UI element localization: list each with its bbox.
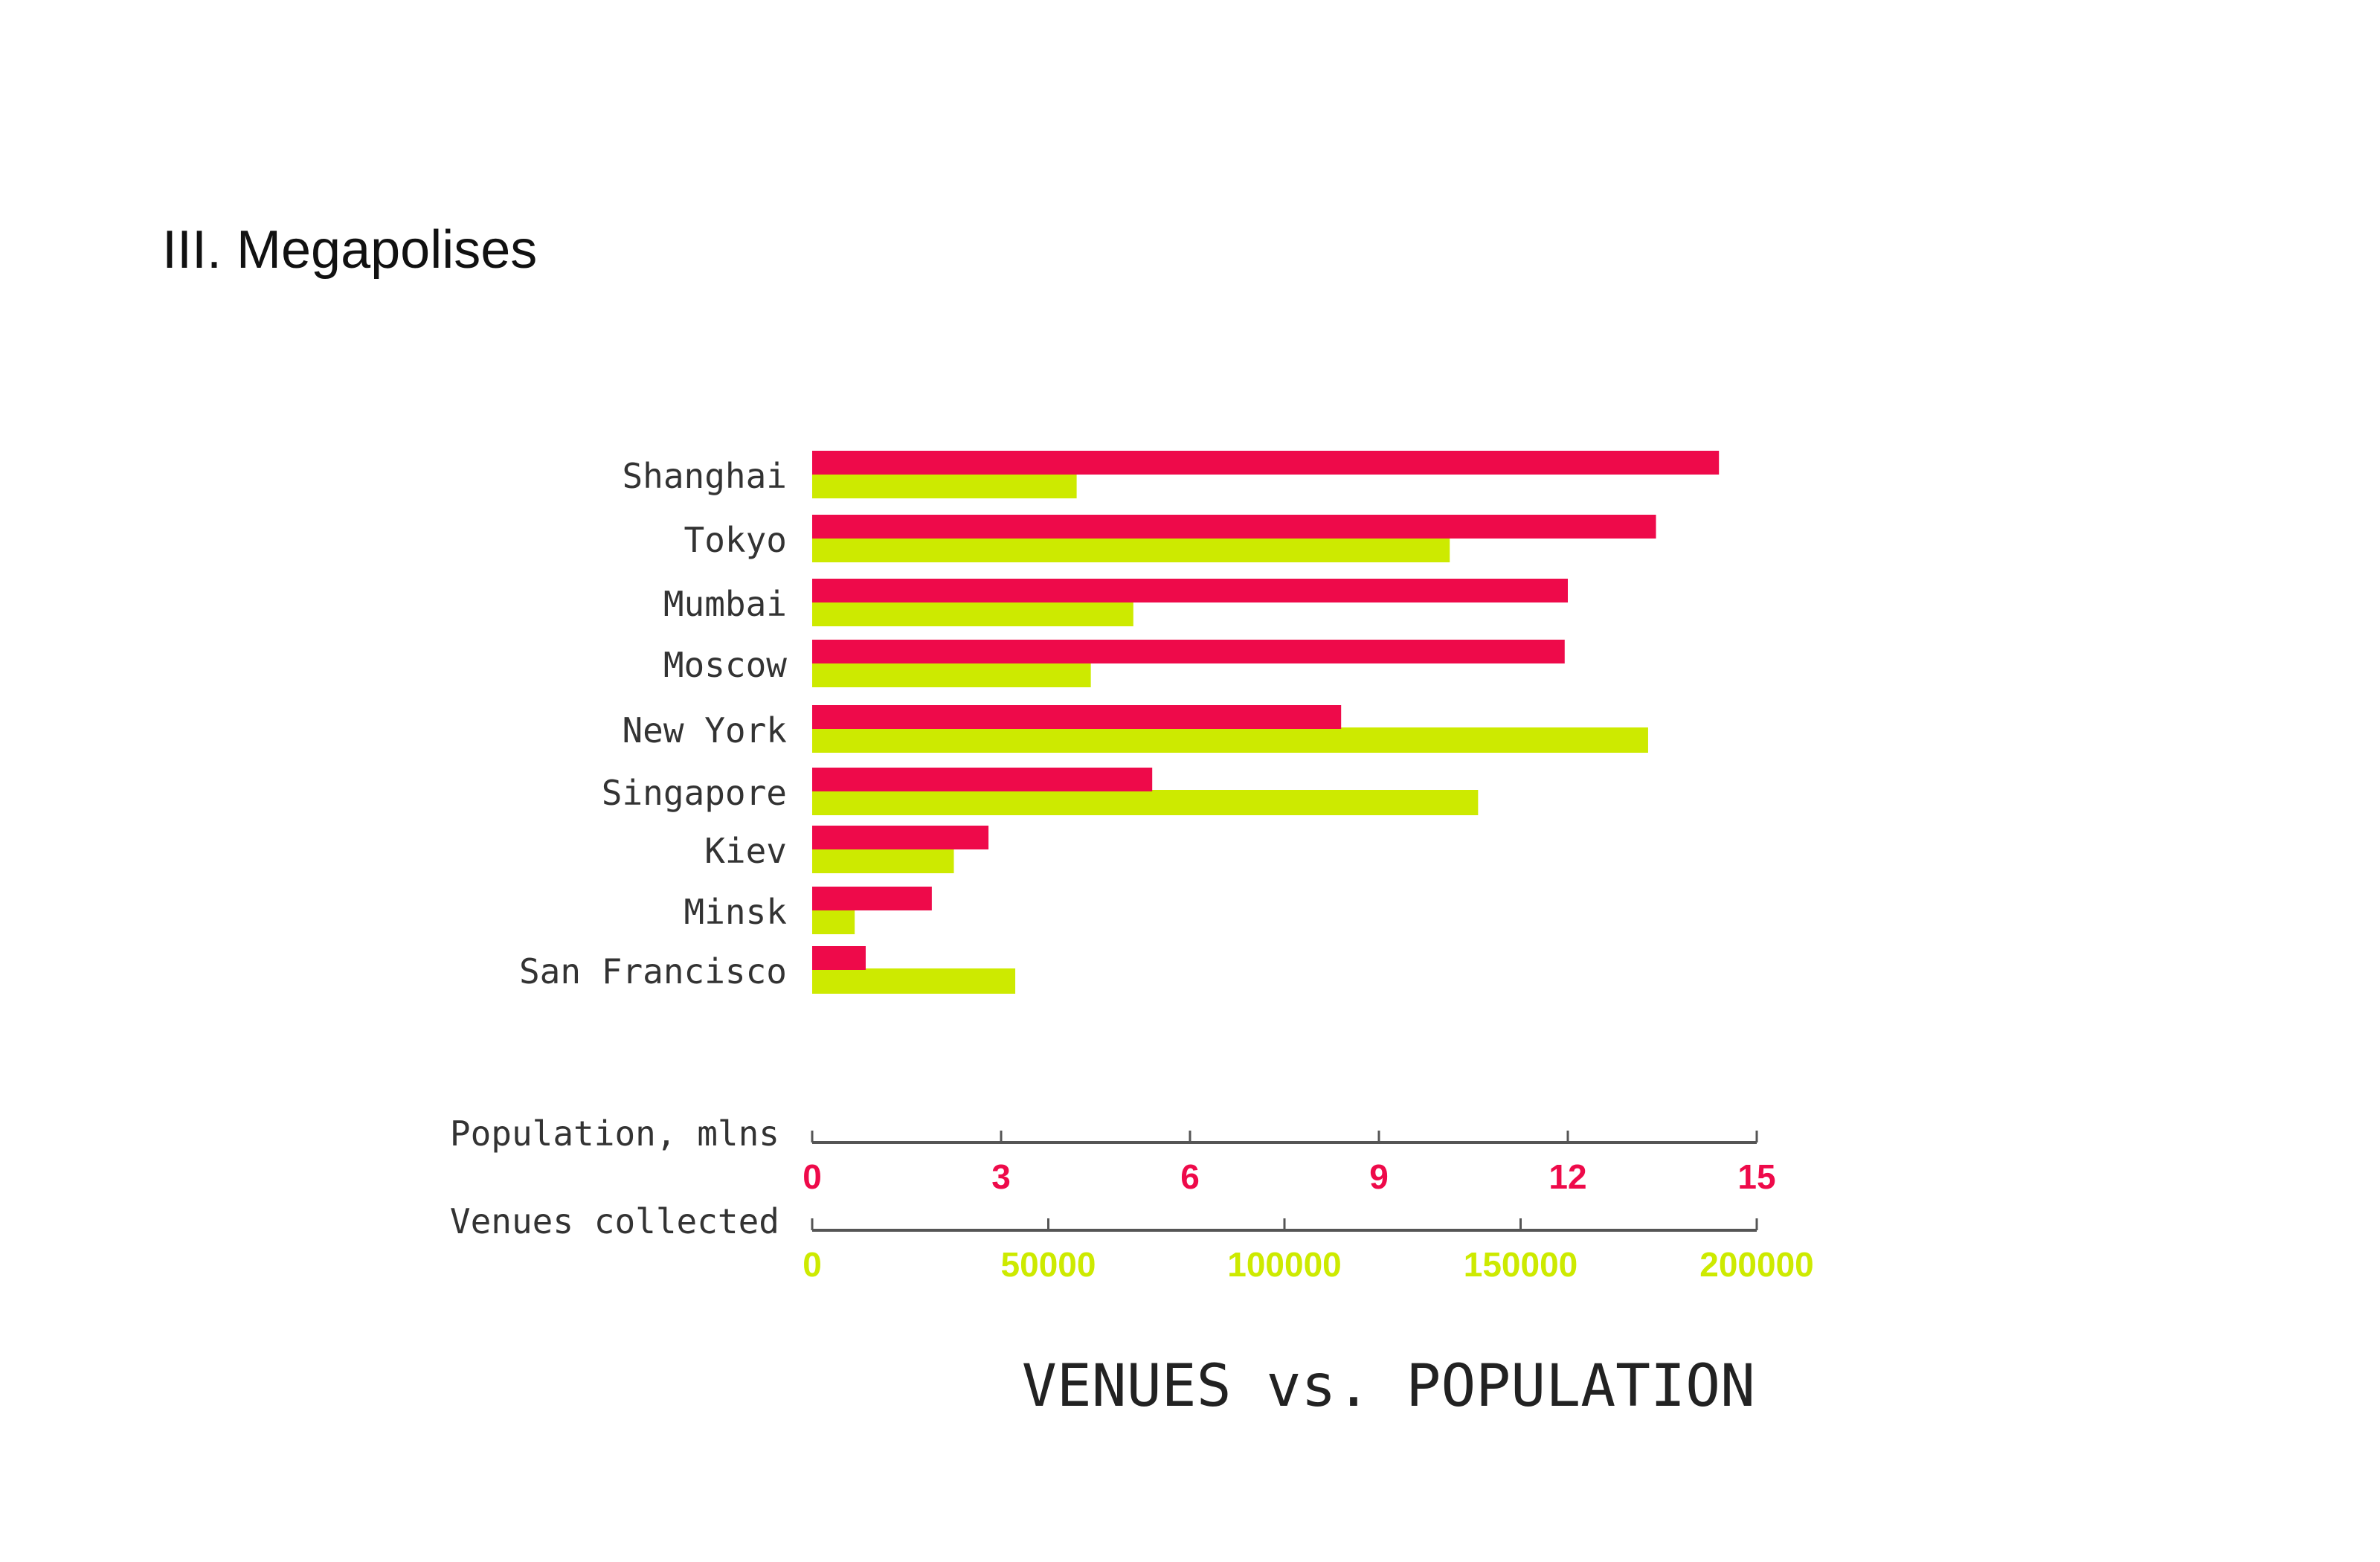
tick-label: 100000 (1227, 1245, 1342, 1284)
bar-population (812, 768, 1153, 791)
bar-population (812, 826, 989, 849)
bar-venues (812, 727, 1648, 753)
bar-venues (812, 662, 1091, 687)
bar-venues (812, 790, 1479, 815)
category-label: Minsk (684, 892, 787, 932)
bar-population (812, 946, 866, 970)
bar-venues (812, 909, 855, 934)
axis-label: Population, mlns (450, 1113, 779, 1154)
bar-venues (812, 601, 1133, 626)
axes-group: Population, mlns 0 3 6 9 12 15 Venues collected… (450, 1113, 1814, 1284)
bar-population (812, 705, 1342, 729)
bar-venues (812, 473, 1077, 498)
bar-population (812, 640, 1565, 663)
bar-venues (812, 968, 1016, 994)
tick-label: 9 (1369, 1157, 1389, 1196)
category-labels: Shanghai Tokyo Mumbai Moscow New York Singapo… (519, 456, 787, 991)
tick-label: 3 (991, 1157, 1011, 1196)
bar-venues (812, 848, 954, 873)
bar-population (812, 451, 1720, 475)
tick-label: 0 (803, 1245, 822, 1284)
axis-label: Venues collected (450, 1201, 779, 1241)
tick-label: 15 (1737, 1157, 1775, 1196)
category-label: Moscow (663, 645, 787, 685)
section-title: III. Megapolises (162, 220, 538, 280)
tick-label: 12 (1548, 1157, 1586, 1196)
bar-population (812, 515, 1656, 539)
category-label: Mumbai (663, 584, 787, 624)
tick-label: 6 (1180, 1157, 1200, 1196)
category-label: Kiev (704, 831, 787, 871)
category-label: Singapore (602, 773, 787, 813)
tick-label: 50000 (1001, 1245, 1096, 1284)
bars-group (812, 451, 1720, 994)
bar-venues (812, 537, 1450, 562)
category-label: Shanghai (622, 456, 787, 496)
tick-label: 150000 (1464, 1245, 1578, 1284)
tick-label: 200000 (1699, 1245, 1814, 1284)
category-label: New York (622, 710, 787, 751)
category-label: San Francisco (519, 951, 787, 991)
bar-population (812, 887, 932, 910)
tick-label: 0 (803, 1157, 822, 1196)
bar-population (812, 579, 1568, 602)
category-label: Tokyo (684, 520, 787, 560)
chart-title: VENUES vs. POPULATION (1022, 1353, 1755, 1420)
